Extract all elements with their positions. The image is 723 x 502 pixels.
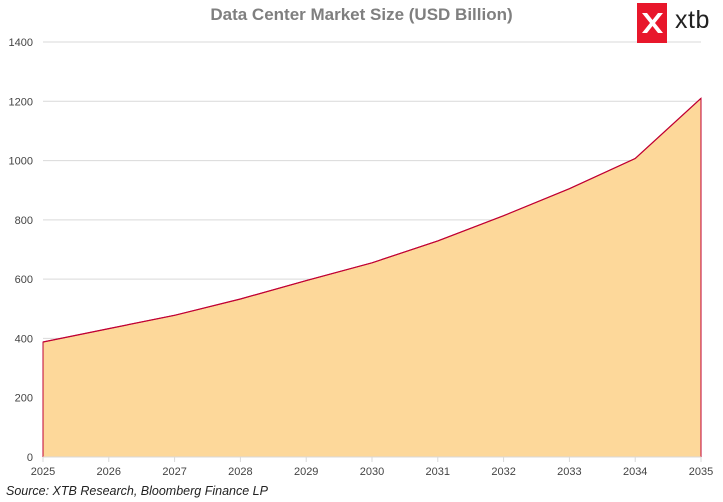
x-tick-label: 2030 [360, 466, 384, 478]
area-fill [42, 97, 702, 458]
x-tick-label: 2029 [294, 466, 318, 478]
y-tick-label: 600 [15, 274, 33, 286]
x-tick-label: 2025 [31, 466, 55, 478]
y-tick-label: 1200 [9, 96, 33, 108]
x-tick-label: 2033 [557, 466, 581, 478]
series-line [42, 97, 702, 343]
y-axis-ticks: 0 200 400 600 800 1000 1200 1400 [9, 37, 33, 464]
x-tick-label: 2031 [426, 466, 450, 478]
x-tick-label: 2034 [623, 466, 647, 478]
brand-name: xtb [675, 6, 710, 34]
x-tick-label: 2028 [228, 466, 252, 478]
y-tick-label: 400 [15, 333, 33, 345]
xtb-logo-mark-icon [637, 3, 667, 43]
x-tick-label: 2035 [689, 466, 713, 478]
x-tick-label: 2026 [97, 466, 121, 478]
y-tick-label: 800 [15, 215, 33, 227]
xtb-logo: xtb [637, 3, 723, 43]
source-note: Source: XTB Research, Bloomberg Finance … [6, 484, 268, 498]
x-tick-label: 2027 [162, 466, 186, 478]
y-tick-label: 1000 [9, 156, 33, 168]
x-axis-ticks: 2025 2026 2027 2028 2029 2030 2031 2032 2033 2034… [31, 457, 713, 478]
y-tick-label: 200 [15, 393, 33, 405]
y-tick-label: 1400 [9, 37, 33, 49]
y-tick-label: 0 [27, 452, 33, 464]
chart-title: Data Center Market Size (USD Billion) [210, 5, 513, 24]
x-tick-label: 2032 [491, 466, 515, 478]
